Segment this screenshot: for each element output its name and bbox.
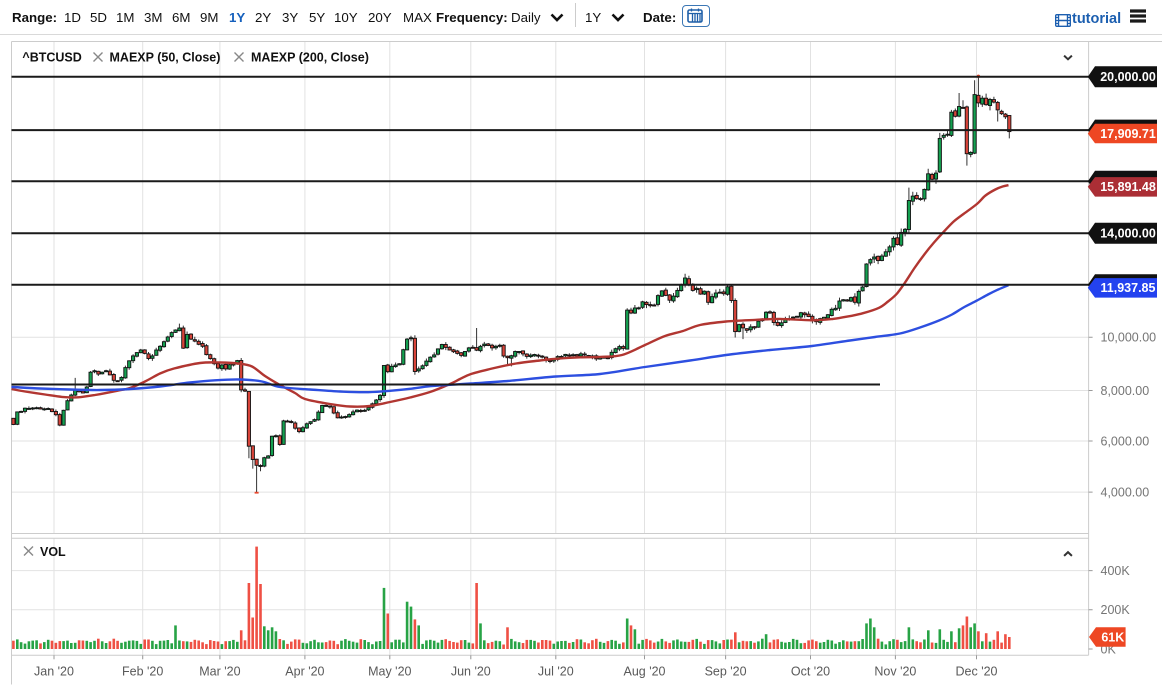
svg-text:61K: 61K <box>1101 630 1124 644</box>
svg-text:15,891.48: 15,891.48 <box>1100 180 1156 194</box>
svg-text:10,000.00: 10,000.00 <box>1101 331 1157 345</box>
svg-text:May '20: May '20 <box>368 665 411 679</box>
svg-text:Oct '20: Oct '20 <box>791 665 830 679</box>
svg-text:20,000.00: 20,000.00 <box>1100 70 1156 84</box>
svg-text:200K: 200K <box>1101 603 1131 617</box>
svg-text:MAEXP (200, Close): MAEXP (200, Close) <box>251 51 369 65</box>
svg-text:Jan '20: Jan '20 <box>34 665 74 679</box>
svg-text:Sep '20: Sep '20 <box>705 665 747 679</box>
svg-text:Aug '20: Aug '20 <box>623 665 665 679</box>
svg-text:11,937.85: 11,937.85 <box>1101 281 1156 295</box>
svg-text:Jun '20: Jun '20 <box>451 665 491 679</box>
svg-text:Dec '20: Dec '20 <box>956 665 998 679</box>
svg-text:8,000.00: 8,000.00 <box>1101 384 1150 398</box>
svg-text:17,909.71: 17,909.71 <box>1100 127 1156 141</box>
svg-text:4,000.00: 4,000.00 <box>1101 485 1150 499</box>
svg-text:VOL: VOL <box>40 545 66 559</box>
svg-text:Apr '20: Apr '20 <box>285 665 324 679</box>
svg-text:Feb '20: Feb '20 <box>122 665 163 679</box>
svg-text:6,000.00: 6,000.00 <box>1101 434 1150 448</box>
svg-text:Jul '20: Jul '20 <box>538 665 574 679</box>
svg-text:MAEXP (50, Close): MAEXP (50, Close) <box>110 51 221 65</box>
svg-text:^BTCUSD: ^BTCUSD <box>22 51 81 65</box>
svg-text:400K: 400K <box>1101 564 1131 578</box>
svg-text:14,000.00: 14,000.00 <box>1100 227 1156 241</box>
svg-text:Mar '20: Mar '20 <box>199 665 240 679</box>
svg-text:Nov '20: Nov '20 <box>874 665 916 679</box>
